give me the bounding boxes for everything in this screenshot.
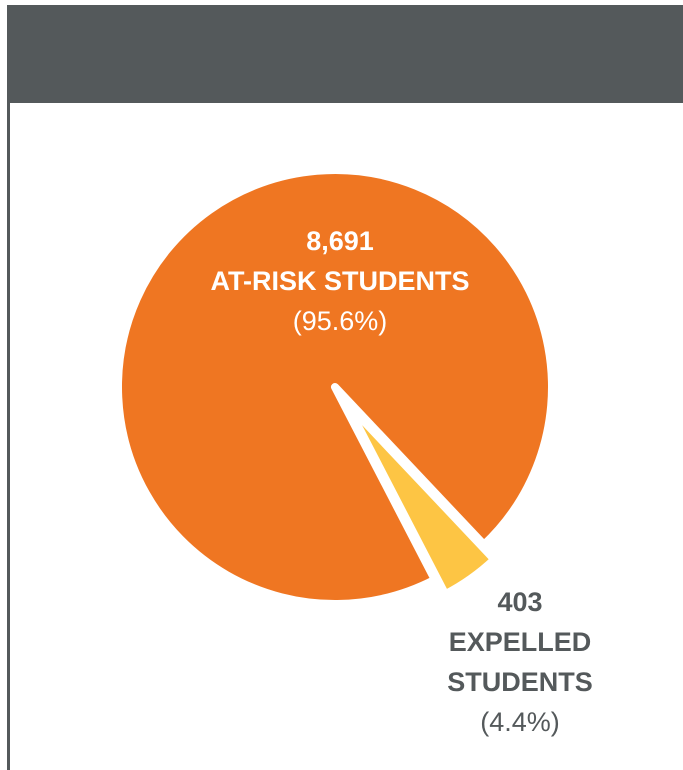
expelled-name-line1: EXPELLED xyxy=(448,627,592,657)
expelled-value: 403 xyxy=(497,587,543,617)
header-bar xyxy=(7,5,683,103)
at-risk-value: 8,691 xyxy=(306,226,374,256)
pie-slices xyxy=(114,166,556,608)
expelled-name-line2: STUDENTS xyxy=(447,667,593,697)
at-risk-percent: (95.6%) xyxy=(292,306,388,336)
pie-slice-at-risk xyxy=(114,166,556,608)
pie-slice-expelled xyxy=(341,397,499,599)
left-border-rule xyxy=(7,103,10,770)
at-risk-name: AT-RISK STUDENTS xyxy=(210,266,470,296)
at-risk-label: 8,691 AT-RISK STUDENTS (95.6%) xyxy=(130,221,550,341)
expelled-percent: (4.4%) xyxy=(480,707,560,737)
expelled-label: 403 EXPELLED STUDENTS (4.4%) xyxy=(420,582,620,742)
